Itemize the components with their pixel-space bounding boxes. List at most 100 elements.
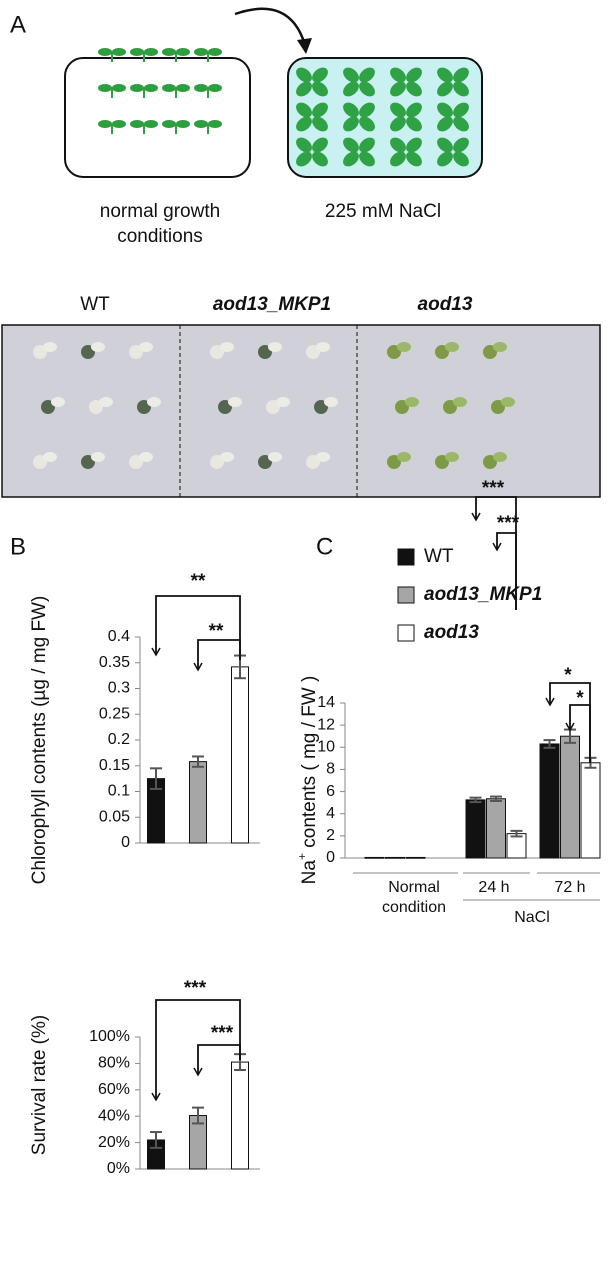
bracket-arrow bbox=[193, 662, 203, 672]
seedling bbox=[130, 84, 144, 92]
y-tick-label: 0 bbox=[326, 849, 335, 866]
photo-seedling bbox=[51, 397, 65, 407]
y-tick-label: 12 bbox=[317, 716, 335, 733]
decoration bbox=[33, 48, 515, 469]
plant-leaf bbox=[453, 67, 469, 83]
plant-leaf bbox=[296, 151, 312, 167]
legend-label: aod13_MKP1 bbox=[424, 584, 542, 605]
condition-label: normal growth bbox=[100, 201, 220, 222]
bracket-arrow bbox=[193, 1067, 203, 1077]
plant-leaf bbox=[437, 67, 453, 83]
photo-seedling bbox=[445, 452, 459, 462]
photo-label: WT bbox=[80, 294, 110, 315]
plant-leaf bbox=[343, 102, 359, 118]
y-tick-label: 60% bbox=[98, 1081, 130, 1098]
group-label: NaCl bbox=[514, 909, 550, 926]
plant-leaf bbox=[359, 151, 375, 167]
plant-leaf bbox=[343, 151, 359, 167]
y-tick-label: 4 bbox=[326, 805, 335, 822]
plant-leaf bbox=[312, 151, 328, 167]
plant-leaf bbox=[406, 137, 422, 153]
tray-normal bbox=[64, 57, 251, 178]
photo-seedling bbox=[43, 452, 57, 462]
plant-leaf bbox=[453, 137, 469, 153]
y-tick-label: 6 bbox=[326, 783, 335, 800]
bracket-arrow bbox=[492, 542, 502, 552]
y-tick-label: 0.1 bbox=[108, 783, 130, 800]
bracket-arrow bbox=[471, 512, 481, 522]
seedling bbox=[208, 48, 222, 56]
photo-seedling bbox=[316, 452, 330, 462]
photo-seedling bbox=[397, 342, 411, 352]
plant-leaf bbox=[296, 102, 312, 118]
plant-leaf bbox=[437, 102, 453, 118]
legend-swatch bbox=[397, 548, 415, 566]
plant-leaf bbox=[406, 81, 422, 97]
photo-seedling bbox=[276, 397, 290, 407]
photo-seedling bbox=[220, 342, 234, 352]
y-tick-label: 0.4 bbox=[108, 628, 130, 645]
condition-label: conditions bbox=[117, 226, 203, 247]
seedling bbox=[194, 84, 208, 92]
y-axis-label: Na+ contents ( mg / FW ) bbox=[295, 676, 320, 885]
plant-leaf bbox=[390, 81, 406, 97]
bar bbox=[580, 762, 601, 859]
y-tick-label: 14 bbox=[317, 694, 335, 711]
seedling bbox=[112, 120, 126, 128]
bracket-arrow bbox=[151, 647, 161, 657]
y-axis-label: Survival rate (%) bbox=[29, 1015, 50, 1155]
y-tick-label: 20% bbox=[98, 1134, 130, 1151]
photo-seedling bbox=[91, 342, 105, 352]
legend-swatch bbox=[397, 624, 415, 642]
photo-seedling bbox=[493, 452, 507, 462]
plant-leaf bbox=[453, 102, 469, 118]
legend-label: WT bbox=[424, 546, 454, 567]
y-tick-label: 80% bbox=[98, 1055, 130, 1072]
seedling bbox=[208, 84, 222, 92]
plant-leaf bbox=[390, 116, 406, 132]
condition-label: 225 mM NaCl bbox=[325, 201, 441, 222]
photo-seedling bbox=[220, 452, 234, 462]
y-tick-label: 0% bbox=[107, 1160, 130, 1177]
plant-leaf bbox=[359, 116, 375, 132]
plant-leaf bbox=[453, 116, 469, 132]
legend-swatch bbox=[397, 586, 415, 604]
bar bbox=[231, 666, 249, 844]
photo-seedling bbox=[139, 342, 153, 352]
bar bbox=[385, 856, 405, 859]
significance-label: ** bbox=[191, 571, 206, 592]
photo-seedling bbox=[228, 397, 242, 407]
seedling bbox=[130, 120, 144, 128]
plant-leaf bbox=[359, 67, 375, 83]
photo-seedling bbox=[493, 342, 507, 352]
plant-leaf bbox=[343, 67, 359, 83]
plant-leaf bbox=[312, 81, 328, 97]
photo-seedling bbox=[501, 397, 515, 407]
significance-bracket bbox=[155, 595, 241, 660]
seedling bbox=[98, 48, 112, 56]
y-tick-label: 0.25 bbox=[99, 705, 130, 722]
plant-leaf bbox=[343, 116, 359, 132]
seedling bbox=[176, 48, 190, 56]
photo-seedling bbox=[268, 452, 282, 462]
y-tick-label: 8 bbox=[326, 761, 335, 778]
y-tick-label: 10 bbox=[317, 739, 335, 756]
bar bbox=[364, 856, 385, 859]
photo-seedling bbox=[91, 452, 105, 462]
plant-leaf bbox=[453, 151, 469, 167]
significance-bracket bbox=[496, 532, 517, 610]
photo-seedling bbox=[453, 397, 467, 407]
plant-leaf bbox=[343, 81, 359, 97]
arrow bbox=[234, 7, 307, 46]
bar bbox=[189, 761, 207, 844]
significance-bracket bbox=[197, 639, 241, 670]
plant-leaf bbox=[453, 81, 469, 97]
bar bbox=[560, 735, 580, 859]
bar bbox=[539, 743, 560, 859]
y-axis-label: Chlorophyll contents (µg / mg FW) bbox=[29, 596, 50, 885]
y-axis-label-part: + bbox=[295, 853, 309, 860]
seedling bbox=[176, 120, 190, 128]
seedling bbox=[162, 120, 176, 128]
plant-leaf bbox=[312, 102, 328, 118]
